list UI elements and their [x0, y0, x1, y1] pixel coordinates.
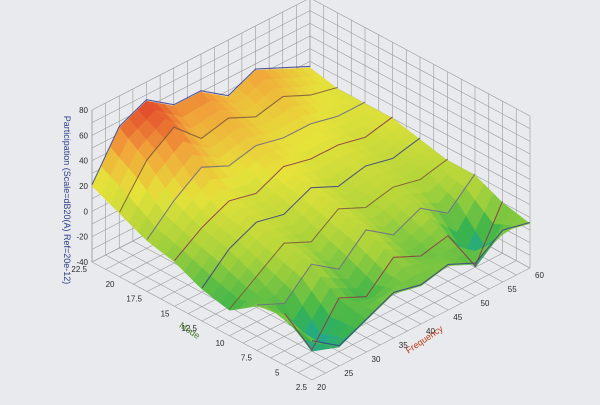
- floor-grid-line: [311, 267, 531, 381]
- z-tick-label: 40: [79, 157, 88, 166]
- z-tick-label: 60: [79, 131, 88, 140]
- y-tick-label: 20: [106, 280, 115, 289]
- x-tick-label: 25: [344, 369, 353, 378]
- z-tick-label: 80: [79, 106, 88, 115]
- x-tick-label: 55: [508, 285, 517, 294]
- y-tick-label: 10: [216, 339, 225, 348]
- y-tick-label: 12.5: [181, 324, 197, 333]
- x-tick-label: 50: [481, 299, 490, 308]
- z-tick-label: -20: [76, 233, 88, 242]
- x-tick-label: 60: [535, 271, 544, 280]
- back-wall-grid-line: [91, 23, 311, 136]
- mesh-line: [311, 221, 531, 347]
- side-wall-grid-line: [309, 61, 531, 180]
- y-tick-label: 22.5: [71, 265, 87, 274]
- mesh-line: [119, 86, 338, 213]
- mesh-line: [229, 158, 448, 310]
- mesh-line: [91, 65, 311, 185]
- floor-grid-line: [298, 260, 517, 373]
- mesh-line: [284, 201, 504, 352]
- side-wall-grid-line: [309, 48, 531, 167]
- x-axis-label: Frequency: [404, 323, 445, 355]
- y-tick-label: 2.5: [296, 383, 308, 392]
- side-wall-grid-line: [313, 0, 531, 117]
- mesh-line: [146, 101, 366, 240]
- back-wall-grid-line: [91, 0, 307, 111]
- side-wall-grid-line: [309, 23, 531, 142]
- y-tick-label: 17.5: [126, 295, 142, 304]
- y-tick-label: 15: [161, 309, 170, 318]
- y-tick-label: 5: [275, 368, 280, 377]
- y-tick-label: 7.5: [241, 354, 253, 363]
- side-wall-grid-line: [309, 35, 531, 155]
- x-tick-label: 40: [426, 327, 435, 336]
- mesh-line: [174, 116, 393, 261]
- x-tick-label: 20: [317, 383, 326, 392]
- side-wall-grid-line: [309, 10, 531, 129]
- z-axis-label: Participation (Scale=dB20(A) Ref=20e-12): [62, 116, 72, 285]
- z-tick-label: -40: [76, 258, 88, 267]
- x-tick-label: 30: [372, 355, 381, 364]
- back-wall-grid-line: [91, 10, 311, 123]
- mesh-layer: [91, 65, 531, 352]
- mesh-line: [256, 173, 476, 306]
- z-tick-label: 20: [79, 182, 88, 191]
- x-tick-label: 45: [453, 313, 462, 322]
- mesh-line: [201, 137, 421, 289]
- z-tick-label: 0: [84, 207, 89, 216]
- surface-layer: [91, 67, 531, 352]
- tick-layer: 20 25 30 35 40 45 50 55 60 2.5 5 7.5 10 12.5 15 17.5 20 2…: [71, 106, 544, 392]
- x-tick-label: 35: [399, 341, 408, 350]
